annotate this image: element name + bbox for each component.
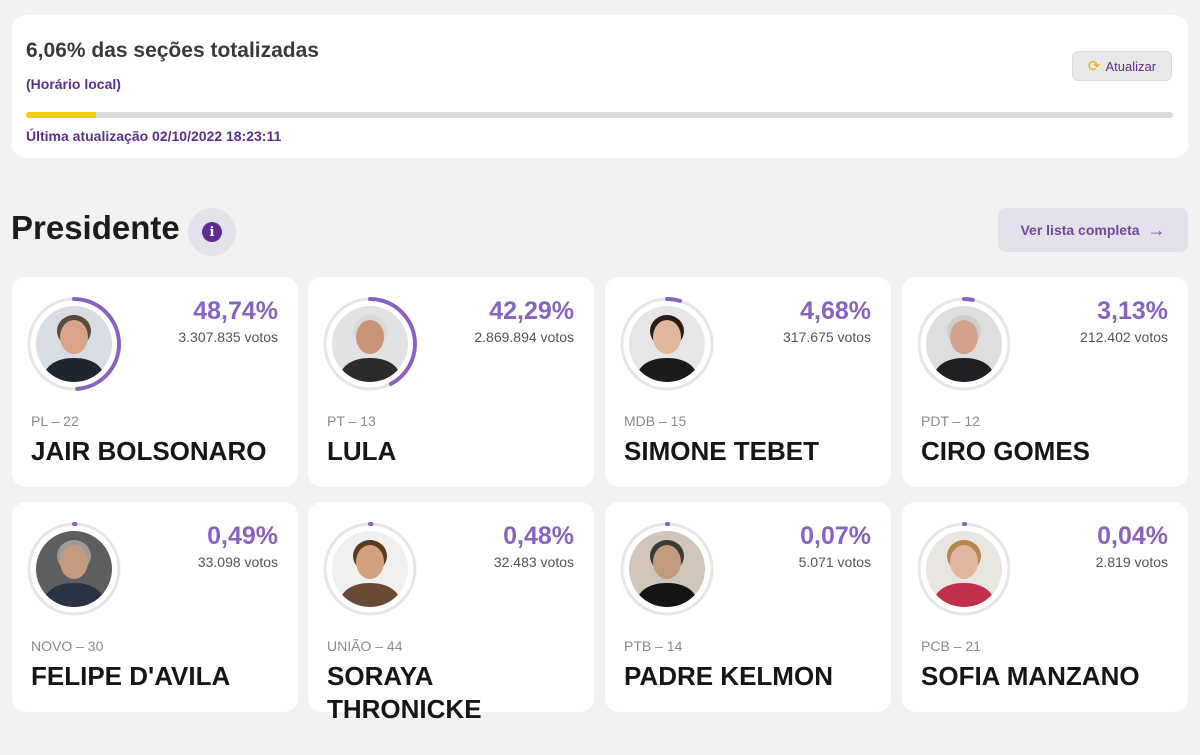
candidate-photo <box>629 531 705 607</box>
candidate-photo <box>926 531 1002 607</box>
candidate-avatar-ring <box>322 521 418 617</box>
local-time-note: (Horário local) <box>26 76 121 92</box>
info-button[interactable]: i <box>188 208 236 256</box>
candidate-avatar-ring <box>619 296 715 392</box>
party-number: NOVO – 30 <box>31 638 104 654</box>
refresh-icon: ⟳ <box>1087 57 1101 75</box>
candidate-name: PADRE KELMON <box>624 661 833 691</box>
totalization-progress-bar <box>26 112 1173 118</box>
refresh-label: Atualizar <box>1105 58 1157 74</box>
candidate-avatar-ring <box>26 296 122 392</box>
vote-share-ring <box>27 522 121 616</box>
avatar <box>36 531 112 607</box>
candidate-card[interactable]: 4,68% 317.675 votos MDB – 15 SIMONE TEBE… <box>605 277 891 487</box>
vote-percentage: 0,07% <box>800 522 871 550</box>
candidate-avatar-ring <box>619 521 715 617</box>
party-number: PL – 22 <box>31 413 79 429</box>
avatar <box>332 306 408 382</box>
vote-percentage: 48,74% <box>193 297 278 325</box>
candidate-card[interactable]: 0,49% 33.098 votos NOVO – 30 FELIPE D'AV… <box>12 502 298 712</box>
candidate-card[interactable]: 3,13% 212.402 votos PDT – 12 CIRO GOMES <box>902 277 1188 487</box>
avatar <box>629 531 705 607</box>
refresh-button[interactable]: ⟳ Atualizar <box>1072 51 1172 81</box>
candidate-name: JAIR BOLSONARO <box>31 436 267 466</box>
ring-progress <box>323 522 417 616</box>
vote-share-ring <box>27 297 121 391</box>
party-number: PT – 13 <box>327 413 376 429</box>
ring-progress <box>917 522 1011 616</box>
ring-progress <box>620 522 714 616</box>
ring-progress <box>27 522 121 616</box>
party-number: PTB – 14 <box>624 638 683 654</box>
candidate-name: SORAYA THRONICKE <box>327 661 482 725</box>
candidate-photo <box>332 306 408 382</box>
vote-share-ring <box>323 522 417 616</box>
info-icon: i <box>202 222 222 242</box>
vote-share-ring <box>620 297 714 391</box>
vote-count: 2.819 votos <box>1095 554 1168 570</box>
vote-share-ring <box>917 297 1011 391</box>
vote-count: 33.098 votos <box>197 554 278 570</box>
ring-progress <box>323 297 417 391</box>
candidate-avatar-ring <box>916 296 1012 392</box>
party-number: PCB – 21 <box>921 638 981 654</box>
candidate-avatar-ring <box>916 521 1012 617</box>
arrow-right-icon: → <box>1147 219 1166 240</box>
vote-count: 2.869.894 votos <box>474 329 574 345</box>
vote-count: 317.675 votos <box>783 329 871 345</box>
avatar <box>926 306 1002 382</box>
avatar <box>332 531 408 607</box>
vote-count: 3.307.835 votos <box>178 329 278 345</box>
avatar <box>629 306 705 382</box>
candidate-card[interactable]: 0,48% 32.483 votos UNIÃO – 44 SORAYA THR… <box>308 502 594 724</box>
party-number: PDT – 12 <box>921 413 980 429</box>
candidate-card[interactable]: 0,07% 5.071 votos PTB – 14 PADRE KELMON <box>605 502 891 712</box>
ring-progress <box>620 297 714 391</box>
candidate-name: SOFIA MANZANO <box>921 661 1140 691</box>
candidate-photo <box>629 306 705 382</box>
vote-percentage: 3,13% <box>1097 297 1168 325</box>
candidate-name: FELIPE D'AVILA <box>31 661 231 691</box>
full-list-label: Ver lista completa <box>1020 222 1140 238</box>
candidate-avatar-ring <box>322 296 418 392</box>
party-number: UNIÃO – 44 <box>327 638 403 654</box>
candidate-card[interactable]: 0,04% 2.819 votos PCB – 21 SOFIA MANZANO <box>902 502 1188 712</box>
vote-count: 5.071 votos <box>798 554 871 570</box>
vote-percentage: 42,29% <box>489 297 574 325</box>
candidate-photo <box>926 306 1002 382</box>
full-list-button[interactable]: Ver lista completa → <box>998 208 1188 252</box>
candidate-avatar-ring <box>26 521 122 617</box>
ring-progress <box>27 297 121 391</box>
totalization-status-card: 6,06% das seções totalizadas (Horário lo… <box>12 15 1188 158</box>
candidate-name: SIMONE TEBET <box>624 436 820 466</box>
party-number: MDB – 15 <box>624 413 687 429</box>
vote-share-ring <box>620 522 714 616</box>
candidate-name: LULA <box>327 436 397 466</box>
avatar <box>36 306 112 382</box>
vote-count: 32.483 votos <box>493 554 574 570</box>
vote-count: 212.402 votos <box>1080 329 1168 345</box>
vote-percentage: 0,04% <box>1097 522 1168 550</box>
vote-share-ring <box>323 297 417 391</box>
section-title: Presidente <box>11 209 180 246</box>
vote-percentage: 0,48% <box>503 522 574 550</box>
last-update-text: Última atualização 02/10/2022 18:23:11 <box>26 128 282 144</box>
candidate-photo <box>36 531 112 607</box>
candidate-card[interactable]: 48,74% 3.307.835 votos PL – 22 JAIR BOLS… <box>12 277 298 487</box>
avatar <box>926 531 1002 607</box>
totalization-progress-fill <box>26 112 96 118</box>
totalization-title: 6,06% das seções totalizadas <box>26 39 319 62</box>
vote-share-ring <box>917 522 1011 616</box>
candidate-card[interactable]: 42,29% 2.869.894 votos PT – 13 LULA <box>308 277 594 487</box>
ring-progress <box>917 297 1011 391</box>
candidate-photo <box>36 306 112 382</box>
candidate-name: CIRO GOMES <box>921 436 1091 466</box>
candidate-photo <box>332 531 408 607</box>
vote-percentage: 0,49% <box>207 522 278 550</box>
vote-percentage: 4,68% <box>800 297 871 325</box>
